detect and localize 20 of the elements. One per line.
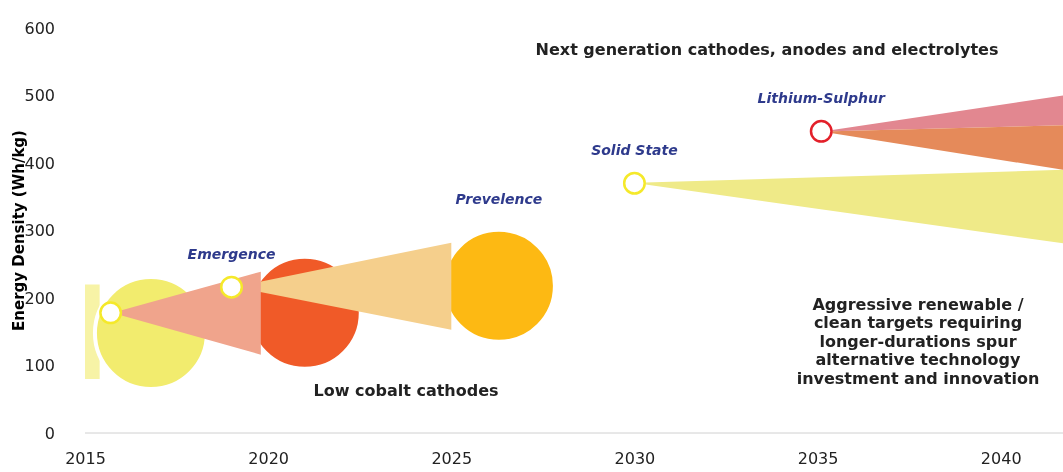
- x-tick-label: 2035: [797, 449, 839, 468]
- x-tick-label: 2030: [614, 449, 656, 468]
- point: [220, 275, 244, 299]
- x-tick-label: 2025: [431, 449, 473, 468]
- y-tick-label: 600: [24, 18, 55, 38]
- annotation: Prevelence: [455, 190, 543, 207]
- y-tick-label: 500: [24, 86, 55, 106]
- x-tick-label: 2020: [248, 449, 290, 468]
- annotation: Low cobalt cathodes: [313, 381, 499, 400]
- y-tick-label: 0: [44, 423, 55, 443]
- x-tick-label: 2040: [980, 449, 1022, 468]
- x-tick-label: 2015: [65, 449, 106, 468]
- y-tick-label: 100: [24, 356, 55, 376]
- point: [99, 301, 123, 325]
- annotation: Solid State: [591, 142, 678, 159]
- point: [809, 119, 833, 143]
- annotation: Lithium-Sulphur: [757, 90, 886, 107]
- annotation: Aggressive renewable / clean targets requiring longer-durations spur alternative technology investment and innovation: [796, 295, 1040, 388]
- annotation: Emergence: [187, 246, 276, 263]
- annotation: Next generation cathodes, anodes and electrolytes: [535, 40, 999, 59]
